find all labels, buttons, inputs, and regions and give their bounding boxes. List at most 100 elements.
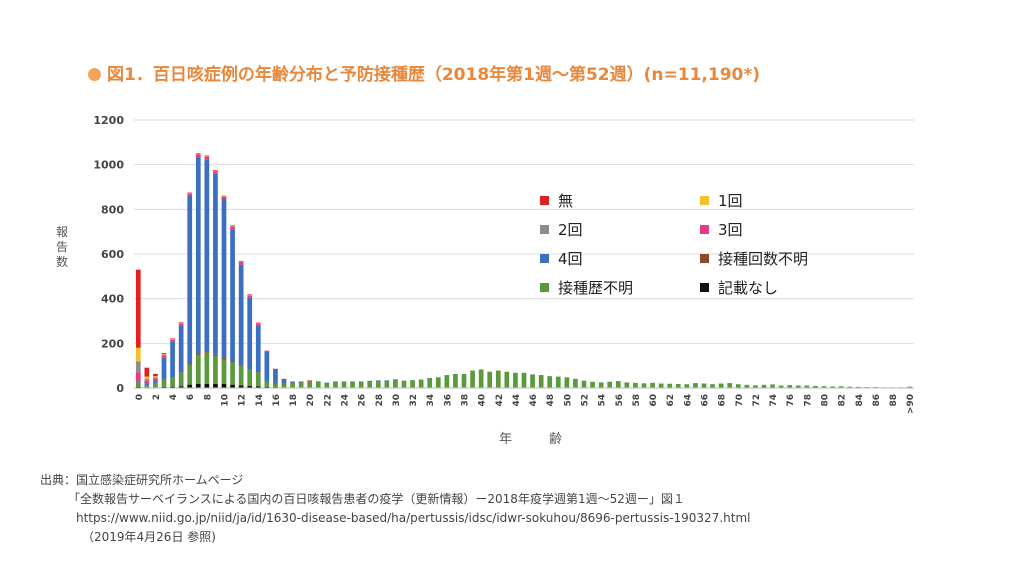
bar-stack: [255, 322, 261, 388]
bar-segment: [495, 370, 501, 388]
bar-stack: [461, 373, 467, 388]
bar-segment: [135, 269, 141, 348]
bar-segment: [753, 385, 758, 388]
bar-stack: [281, 378, 287, 388]
bar-stack: [573, 378, 578, 388]
source-line-1: 出典：国立感染症研究所ホームページ: [40, 473, 244, 487]
bar-stack: [187, 192, 193, 388]
bar-segment: [161, 355, 167, 358]
legend-label: 3回: [718, 221, 743, 239]
bar-segment: [341, 381, 347, 383]
x-tick-label: 48: [546, 394, 556, 407]
x-tick-label: 12: [238, 394, 248, 407]
x-tick-label: 30: [392, 394, 402, 407]
bar-segment: [461, 373, 467, 388]
bar-segment: [873, 387, 878, 388]
bar-segment: [290, 381, 295, 383]
bar-segment: [170, 386, 175, 388]
bar-segment: [204, 383, 210, 388]
bar-segment: [161, 386, 167, 388]
y-tick-label: 800: [101, 203, 124, 216]
bar-stack: [247, 294, 253, 388]
bar-segment: [187, 193, 193, 196]
x-tick-label: 72: [752, 394, 762, 407]
bar-segment: [204, 352, 210, 384]
bar-segment: [247, 297, 253, 370]
bar-segment: [444, 375, 450, 388]
bar-segment: [393, 379, 398, 380]
bar-segment: [187, 193, 193, 194]
bar-segment: [230, 360, 235, 363]
bar-segment: [221, 196, 227, 197]
bar-segment: [324, 382, 330, 384]
x-tick-label: 88: [889, 394, 899, 407]
bar-segment: [221, 358, 227, 360]
bar-segment: [153, 376, 158, 378]
bar-stack: [195, 153, 201, 388]
bar-segment: [221, 383, 227, 388]
bar-segment: [213, 173, 218, 355]
bar-stack: [144, 367, 150, 388]
bar-segment: [238, 385, 244, 388]
bar-segment: [170, 377, 175, 378]
bar-segment: [230, 384, 235, 388]
x-tick-label: 50: [563, 394, 573, 407]
x-tick-label: 56: [615, 394, 625, 407]
bar-stack: [564, 377, 570, 388]
bar-segment: [238, 262, 244, 265]
bar-segment: [367, 381, 373, 388]
bar-segment: [247, 385, 253, 388]
x-tick-label: 24: [341, 394, 351, 407]
bars: [135, 153, 913, 389]
bar-segment: [161, 357, 167, 380]
legend-swatch: [540, 196, 549, 205]
bar-stack: [453, 373, 458, 388]
bar-segment: [581, 380, 587, 388]
bar-segment: [213, 383, 218, 388]
bar-segment: [350, 381, 355, 388]
x-tick-label: 2: [152, 394, 162, 400]
bar-segment: [213, 356, 218, 384]
bar-segment: [358, 381, 364, 388]
x-tick-label: 60: [649, 394, 659, 407]
bar-segment: [204, 155, 210, 157]
bar-segment: [281, 383, 287, 388]
bar-segment: [135, 347, 141, 362]
bar-segment: [307, 381, 313, 388]
bar-stack: [590, 381, 595, 388]
x-tick-label: 46: [529, 394, 539, 407]
bar-stack: [367, 380, 373, 388]
bar-segment: [333, 381, 338, 383]
bar-stack: [641, 383, 647, 388]
bar-stack: [350, 381, 355, 388]
bar-segment: [273, 368, 278, 370]
bar-segment: [230, 225, 235, 227]
bar-stack: [650, 382, 655, 388]
bar-segment: [230, 362, 235, 385]
bar-segment: [221, 199, 227, 359]
bar-segment: [701, 383, 707, 388]
bar-stack: [581, 380, 587, 388]
bar-segment: [161, 354, 167, 355]
bar-segment: [264, 381, 270, 387]
y-axis-ticks: 0 200 400 600 800 1000 1200: [93, 114, 124, 395]
y-tick-label: 200: [101, 337, 124, 350]
bar-stack: [153, 373, 158, 388]
bar-segment: [281, 379, 287, 384]
x-tick-label: 26: [358, 394, 368, 407]
source-url: https://www.niid.go.jp/niid/ja/id/1630-d…: [76, 511, 751, 525]
bar-segment: [367, 380, 373, 382]
bar-segment: [213, 171, 218, 174]
bar-segment: [161, 354, 167, 356]
bar-stack: [401, 380, 407, 388]
x-tick-label: 42: [495, 394, 505, 407]
bar-stack: [521, 372, 527, 388]
bar-segment: [710, 384, 715, 388]
legend-label: 1回: [718, 192, 743, 210]
bar-stack: [495, 370, 501, 388]
bar-segment: [727, 383, 733, 388]
bar-segment: [264, 350, 270, 352]
legend-label: 接種回数不明: [718, 250, 809, 268]
bar-segment: [787, 385, 793, 388]
bar-segment: [170, 377, 175, 387]
